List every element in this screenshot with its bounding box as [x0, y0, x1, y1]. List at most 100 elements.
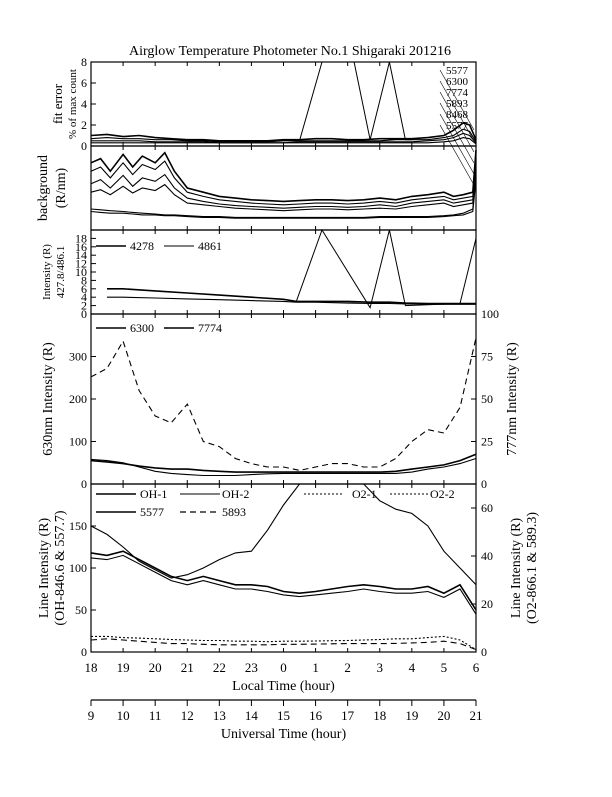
y-tick-label-right: 20 [481, 597, 493, 611]
legend-leader [439, 102, 475, 164]
y-axis-label-right: Line Intensity (R) [509, 518, 524, 619]
series-line-background-2 [90, 158, 477, 209]
legend-label: OH-2 [222, 487, 249, 501]
figure-title: Airglow Temperature Photometer No.1 Shig… [129, 44, 451, 59]
x-tick-label: 6 [473, 660, 480, 675]
y-tick-label: 2 [81, 299, 87, 313]
series-line-fit_error-3 [91, 137, 477, 145]
series-line-6300 [90, 453, 477, 473]
y-tick-label: 0 [81, 307, 87, 321]
y-tick-label: 16 [75, 240, 87, 254]
legend-label: 5577 [446, 120, 469, 132]
y-tick-label: 50 [75, 603, 87, 617]
ut-tick-label: 20 [437, 708, 450, 723]
legend-leader [439, 80, 475, 142]
x-tick-label: 22 [213, 660, 226, 675]
x-tick-label: 23 [245, 660, 258, 675]
legend-leader [439, 124, 475, 186]
y-tick-label: 4 [81, 290, 87, 304]
ut-tick-label: 13 [213, 708, 226, 723]
series-line-intensity_630_777-2 [90, 457, 477, 477]
y-tick-label: 200 [69, 392, 87, 406]
x-tick-label: 5 [441, 660, 448, 675]
series-line-background-4 [90, 171, 477, 218]
x-tick-label: 19 [117, 660, 130, 675]
y-axis-label: Intensity (R) [41, 244, 53, 300]
x-tick-label: 4 [409, 660, 416, 675]
y-axis-label: % of max count [67, 69, 79, 139]
y-axis-label: (R/nm) [54, 167, 69, 208]
y-tick-label: 300 [69, 350, 87, 364]
y-tick-label: 0 [81, 645, 87, 659]
x-tick-label: 3 [377, 660, 384, 675]
series-line-background-1 [90, 154, 477, 206]
series-line-background-0 [90, 150, 477, 203]
y-tick-label: 100 [69, 561, 87, 575]
x-tick-label: 0 [280, 660, 287, 675]
legend-leader [439, 91, 475, 153]
series-line-OH-2 [90, 554, 477, 615]
x-tick-label: 20 [149, 660, 162, 675]
y-tick-label-right: 75 [481, 350, 493, 364]
y-tick-label-right: 100 [481, 307, 499, 321]
series-line-background-5 [90, 179, 477, 219]
legend-label: O2-1 [352, 487, 377, 501]
ut-tick-label: 19 [405, 708, 418, 723]
x-tick-label: 2 [344, 660, 351, 675]
legend-label: 4861 [198, 239, 222, 253]
y-tick-label: 14 [75, 248, 87, 262]
y-axis-label: Line Intensity (R) [37, 518, 52, 619]
ut-tick-label: 12 [181, 708, 194, 723]
panel-frame [90, 313, 477, 485]
y-tick-label-right: 25 [481, 435, 493, 449]
ut-tick-label: 16 [309, 708, 323, 723]
y-tick-label: 100 [69, 435, 87, 449]
y-tick-label-right: 60 [481, 501, 493, 515]
series-line-5577 [90, 483, 477, 586]
y-tick-label-right: 40 [481, 549, 493, 563]
x-tick-label: 21 [181, 660, 194, 675]
y-tick-label: 12 [75, 257, 87, 271]
series-line-5893 [90, 638, 477, 651]
y-tick-label: 6 [81, 76, 87, 90]
legend-label: 5893 [446, 98, 469, 110]
y-tick-label: 10 [75, 265, 87, 279]
legend-label: 6300 [446, 76, 469, 88]
legend-label: 4278 [130, 239, 154, 253]
legend-label: 7774 [446, 87, 469, 99]
y-axis-label: 630nm Intensity (R) [41, 342, 56, 456]
panel-frame [90, 61, 477, 147]
ut-tick-label: 21 [470, 708, 483, 723]
y-axis-label: background [36, 155, 51, 221]
y-tick-label: 0 [81, 139, 87, 153]
ut-tick-label: 15 [277, 708, 290, 723]
ut-tick-label: 9 [88, 708, 95, 723]
ut-tick-label: 17 [341, 708, 355, 723]
ut-tick-label: 14 [245, 708, 259, 723]
legend-leader [439, 69, 475, 131]
series-line-fit_error-2 [91, 132, 477, 144]
y-tick-label: 4 [81, 97, 87, 111]
x-tick-label: 18 [85, 660, 98, 675]
legend-label: 6300 [130, 321, 154, 335]
ut-tick-label: 11 [149, 708, 162, 723]
panel-background: background (R/nm) [36, 145, 477, 231]
legend-label: OH-1 [140, 487, 167, 501]
y-tick-label: 8 [81, 55, 87, 69]
y-tick-label: 150 [69, 519, 87, 533]
x-axis-label: Local Time (hour) [232, 679, 335, 694]
legend-leader [439, 113, 475, 175]
y-tick-label-right: 0 [481, 645, 487, 659]
y-tick-label: 6 [81, 282, 87, 296]
spike-line [299, 61, 412, 141]
series-line-OH-1 [90, 550, 477, 611]
y-tick-label: 18 [75, 231, 87, 245]
panel-intensity_630_777: 0 100 200 300 0 25 50 75 100 630nm Intensity (R) 7… [41, 307, 520, 491]
ut-tick-label: 10 [117, 708, 130, 723]
y-axis-label: fit error [50, 83, 65, 124]
legend-label: 5577 [140, 505, 164, 519]
